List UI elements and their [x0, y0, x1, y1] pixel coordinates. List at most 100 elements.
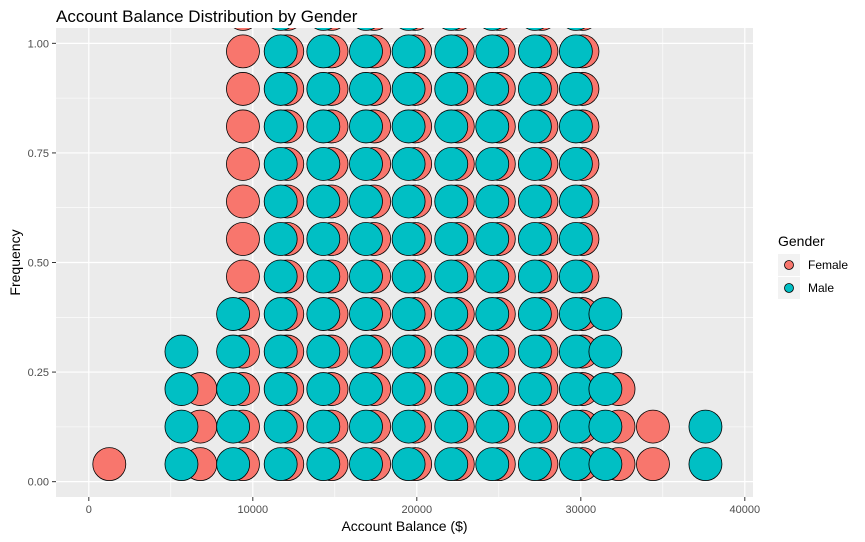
male-dot	[517, 259, 552, 294]
male-dot	[349, 109, 383, 144]
male-dot	[558, 34, 593, 69]
y-tick-label: 0.75	[28, 148, 49, 160]
male-dot	[349, 259, 383, 294]
male-dot	[263, 372, 298, 406]
male-dot	[517, 147, 552, 181]
male-dot	[306, 297, 341, 331]
female-dot	[226, 259, 260, 294]
male-dot	[263, 109, 298, 144]
male-dot	[263, 72, 298, 106]
male-dot	[517, 409, 552, 444]
male-dot	[434, 34, 469, 69]
female-dot	[226, 222, 260, 256]
male-dot	[391, 109, 426, 144]
male-dot	[349, 184, 383, 219]
male-dot	[263, 409, 298, 444]
male-dot	[263, 34, 298, 69]
male-dot	[558, 147, 593, 181]
y-tick-label: 0.00	[28, 477, 49, 489]
male-dot	[349, 409, 383, 444]
male-dot	[517, 109, 552, 144]
male-dot	[688, 409, 723, 444]
male-dot	[263, 259, 298, 294]
male-dot	[391, 334, 426, 369]
female-dot	[233, 28, 253, 31]
male-dot	[216, 409, 251, 444]
male-dot	[306, 72, 341, 106]
male-dot	[306, 222, 341, 256]
male-dot	[391, 222, 426, 256]
male-dot	[306, 147, 341, 181]
male-dot	[216, 297, 251, 331]
male-dot	[517, 447, 552, 482]
male-dot	[558, 447, 593, 482]
male-dot	[164, 372, 199, 406]
female-dot	[636, 409, 670, 444]
male-dot	[349, 72, 383, 106]
female-dot	[226, 109, 260, 144]
male-dot	[517, 34, 552, 69]
male-dot	[434, 222, 469, 256]
male-dot	[391, 72, 426, 106]
male-dot	[306, 34, 341, 69]
x-tick-label: 40000	[730, 504, 761, 516]
male-dot	[558, 334, 593, 369]
male-dot	[588, 297, 623, 331]
male-dot	[356, 28, 376, 31]
male-dot	[475, 372, 510, 406]
male-dot	[588, 334, 623, 369]
male-dot	[263, 184, 298, 219]
male-dot	[216, 372, 251, 406]
male-dot	[306, 447, 341, 482]
male-dot	[517, 297, 552, 331]
male-dot	[216, 447, 251, 482]
male-dot	[558, 109, 593, 144]
male-dot	[517, 184, 552, 219]
male-dot	[434, 334, 469, 369]
male-dot	[263, 222, 298, 256]
legend-swatch-male	[784, 283, 794, 293]
male-dot	[434, 409, 469, 444]
y-axis-label: Frequency	[7, 229, 23, 295]
male-dot	[434, 147, 469, 181]
male-dot	[306, 409, 341, 444]
male-dot	[558, 222, 593, 256]
male-dot	[263, 147, 298, 181]
male-dot	[475, 109, 510, 144]
female-dot	[448, 28, 468, 31]
male-dot	[517, 372, 552, 406]
male-dot	[566, 28, 586, 31]
male-dot	[164, 409, 199, 444]
male-dot	[558, 72, 593, 106]
male-dot	[434, 72, 469, 106]
male-dot	[688, 447, 723, 482]
male-dot	[349, 222, 383, 256]
male-dot	[306, 372, 341, 406]
female-dot	[226, 72, 260, 106]
male-dot	[475, 184, 510, 219]
legend: Gender Female Male	[778, 233, 848, 299]
male-dot	[475, 222, 510, 256]
male-dot	[475, 409, 510, 444]
male-dot	[391, 184, 426, 219]
female-dot	[226, 184, 260, 219]
male-dot	[306, 259, 341, 294]
male-dot	[391, 297, 426, 331]
male-dot	[263, 334, 298, 369]
male-dot	[263, 297, 298, 331]
x-axis-label: Account Balance ($)	[341, 518, 467, 534]
male-dot	[263, 447, 298, 482]
male-dot	[475, 334, 510, 369]
male-dot	[434, 447, 469, 482]
male-dot	[391, 147, 426, 181]
male-dot	[482, 28, 502, 31]
legend-swatch-female	[784, 260, 794, 270]
male-dot	[349, 147, 383, 181]
x-tick-label: 30000	[566, 504, 597, 516]
male-dot	[588, 409, 623, 444]
female-dot	[405, 28, 425, 31]
male-dot	[517, 334, 552, 369]
male-dot	[434, 184, 469, 219]
male-dot	[558, 409, 593, 444]
male-dot	[349, 34, 383, 69]
